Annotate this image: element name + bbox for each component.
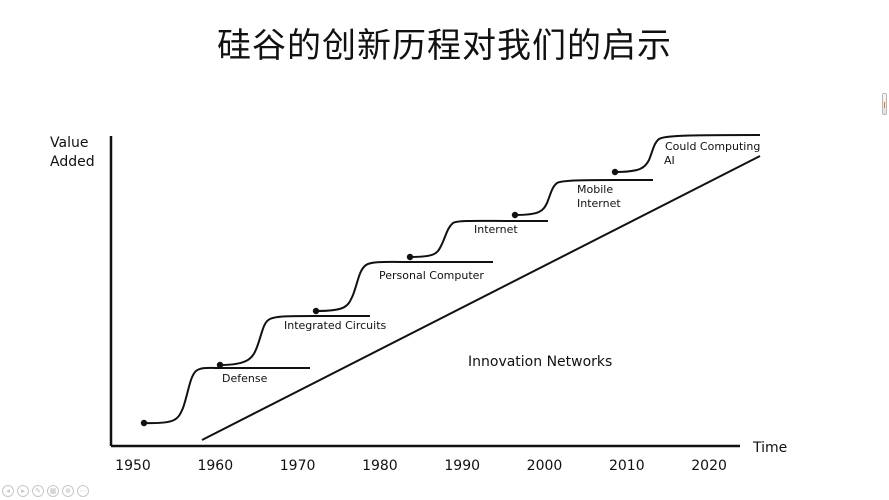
x-tick-label-1970: 1970 — [280, 458, 316, 474]
axes — [109, 136, 740, 448]
x-tick-label-1990: 1990 — [444, 458, 480, 474]
stage-label-defense: Defense — [222, 372, 268, 385]
stage-start-point-personal-computer — [312, 307, 320, 315]
x-tick-label-2020: 2020 — [691, 458, 727, 474]
stage-labels: Defense Integrated Circuits Personal Com… — [222, 140, 760, 385]
stage-start-point-mobile-internet — [511, 211, 519, 219]
x-tick-label-2010: 2010 — [609, 458, 645, 474]
x-tick-label-1950: 1950 — [115, 458, 151, 474]
stage-curve-personal-computer — [315, 260, 493, 312]
stage-label-mobile-internet-line-2: Internet — [577, 197, 621, 210]
y-axis-label-line1: Value — [50, 135, 88, 151]
stage-curve-defense — [143, 366, 310, 425]
stage-curves — [143, 134, 761, 425]
stage-start-point-cloud-computing-ai — [611, 168, 619, 176]
slide-title: 硅谷的创新历程对我们的启示 — [217, 26, 672, 66]
stage-label-cloud-computing-ai: Could Computing AI — [664, 140, 760, 167]
stage-start-point-internet — [406, 253, 414, 261]
y-axis-label-line2: Added — [50, 154, 95, 170]
player-controls: ◂ ▸ ✎ ▦ ⊕ ⋯ — [2, 485, 89, 497]
x-axis-label: Time — [752, 440, 787, 456]
x-tick-label-2000: 2000 — [527, 458, 563, 474]
stage-label-internet: Internet — [474, 223, 518, 236]
prev-icon[interactable]: ◂ — [2, 485, 14, 497]
stage-curve-integrated-circuits — [219, 315, 370, 366]
pen-icon[interactable]: ✎ — [32, 485, 44, 497]
stage-start-point-integrated-circuits — [216, 361, 224, 369]
scroll-slider-handle[interactable] — [882, 93, 887, 115]
innovation-networks-trend-line — [201, 155, 761, 441]
stage-curve-cloud-computing-ai — [614, 134, 761, 173]
stage-label-cloud-computing-ai-line-1: Could Computing — [665, 140, 760, 153]
x-tick-labels: 1950 1960 1970 1980 1990 2000 2010 2020 — [115, 458, 727, 474]
stage-curve-internet — [409, 219, 548, 258]
zoom-icon[interactable]: ⊕ — [62, 485, 74, 497]
more-icon[interactable]: ⋯ — [77, 485, 89, 497]
stage-curve-mobile-internet — [514, 179, 653, 216]
stage-label-mobile-internet-line-1: Mobile — [577, 183, 613, 196]
stage-label-mobile-internet: Mobile Internet — [577, 183, 621, 210]
stage-start-point-defense — [140, 419, 148, 427]
x-tick-label-1960: 1960 — [197, 458, 233, 474]
stage-start-points — [140, 168, 619, 427]
stage-label-personal-computer: Personal Computer — [379, 269, 484, 282]
x-tick-label-1980: 1980 — [362, 458, 398, 474]
play-icon[interactable]: ▸ — [17, 485, 29, 497]
stage-label-integrated-circuits: Integrated Circuits — [284, 319, 387, 332]
trend-line-label: Innovation Networks — [468, 354, 612, 370]
stage-label-cloud-computing-ai-line-2: AI — [664, 154, 675, 167]
slides-icon[interactable]: ▦ — [47, 485, 59, 497]
